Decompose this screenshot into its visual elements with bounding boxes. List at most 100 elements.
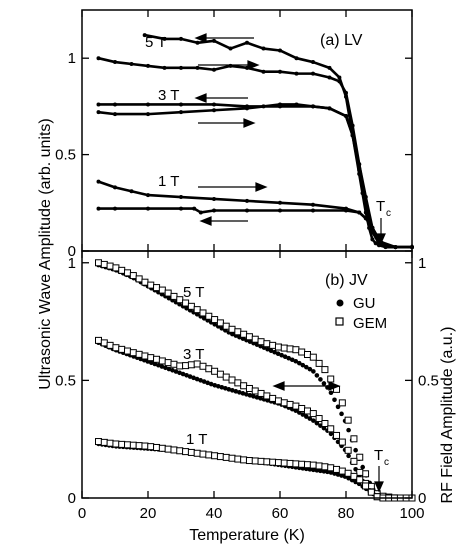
data-point-a-0 (142, 33, 147, 38)
data-point-gem (263, 392, 271, 400)
data-point-a-3 (363, 200, 368, 205)
data-point-gu (304, 414, 309, 419)
data-point-gu (226, 387, 232, 392)
tc-label-b: T (374, 447, 383, 464)
data-point-gem (356, 476, 364, 484)
data-point-gem (170, 360, 178, 368)
data-point-gu (328, 470, 334, 475)
data-point-gem (112, 344, 120, 352)
data-point-gu (279, 352, 284, 358)
data-point-gem (286, 459, 294, 467)
label-a-1t: 1 T (158, 173, 179, 190)
data-point-gu (247, 339, 253, 344)
data-point-gem (182, 362, 190, 370)
data-point-gem (153, 355, 161, 363)
data-point-gu (173, 369, 179, 374)
data-point-gem (327, 425, 335, 433)
data-point-gem (118, 345, 126, 353)
data-point-gem (158, 444, 166, 452)
data-point-gu (300, 362, 306, 368)
data-point-a-2 (179, 102, 183, 107)
data-point-a-3 (261, 104, 266, 109)
arrowhead-a-3t-warming (243, 118, 256, 128)
data-point-gem (228, 376, 236, 384)
data-point-a-4 (129, 189, 134, 194)
data-point-gu (360, 464, 365, 470)
data-point-gem (158, 357, 166, 365)
legend-gem-marker (335, 317, 344, 326)
data-point-a-3 (179, 110, 183, 115)
data-point-gem (211, 452, 219, 460)
y-tick-label-a: 0.5 (55, 147, 76, 164)
data-point-a-2 (212, 102, 216, 107)
data-point-gem (135, 442, 143, 450)
data-point-gu (311, 467, 316, 473)
data-point-gu (247, 393, 253, 398)
data-point-gem (100, 260, 108, 268)
data-point-gu (346, 475, 351, 481)
panel-b-frame (81, 250, 413, 499)
data-point-gem (95, 438, 102, 446)
data-point-gem (100, 438, 108, 446)
data-point-gem (234, 455, 242, 463)
data-point-a-5 (393, 245, 398, 250)
data-point-gem (141, 278, 149, 286)
data-point-a-5 (245, 208, 249, 213)
data-point-gem (344, 416, 352, 424)
data-point-gem (141, 352, 149, 360)
data-point-a-2 (96, 102, 101, 107)
data-point-gem (362, 482, 370, 490)
data-point-a-1 (337, 79, 342, 84)
data-point-gu (293, 358, 299, 364)
data-point-a-5 (198, 210, 203, 215)
data-point-gem (153, 284, 161, 292)
data-point-gem (205, 312, 213, 320)
data-point-a-3 (212, 108, 216, 113)
data-point-gem (129, 272, 137, 280)
data-point-a-3 (294, 102, 299, 107)
data-point-gu (332, 397, 337, 403)
data-point-a-5 (344, 208, 348, 213)
data-point-gem (321, 463, 329, 471)
data-point-gem (193, 449, 201, 457)
data-point-gu (163, 365, 168, 371)
data-point-gem (158, 286, 166, 294)
label-a-3t: 3 T (158, 87, 179, 104)
x-tick-label: 20 (140, 505, 157, 522)
data-point-a-0 (261, 46, 266, 51)
data-point-gu (159, 364, 165, 369)
data-point-gem (333, 431, 341, 439)
data-point-a-0 (327, 65, 332, 70)
data-point-gu (321, 425, 327, 431)
data-point-gu (177, 370, 182, 376)
data-point-gu (346, 453, 351, 459)
data-point-a-0 (162, 36, 167, 41)
data-point-gu (275, 351, 281, 357)
data-point-a-1 (162, 65, 167, 70)
data-point-gu (339, 411, 344, 417)
data-point-gem (274, 343, 282, 351)
data-point-gem (176, 447, 184, 455)
y2-tick-label-b: 1 (418, 255, 426, 272)
y2-tick-label-b: 0.5 (418, 372, 439, 389)
data-point-gem (100, 339, 108, 347)
data-point-gem (135, 275, 143, 283)
data-point-gem (274, 397, 282, 405)
data-point-gu (166, 366, 172, 372)
data-point-gem (292, 460, 300, 468)
data-point-a-0 (311, 60, 315, 65)
data-point-a-5 (383, 243, 388, 248)
data-point-a-3 (377, 241, 381, 246)
data-point-gem (182, 448, 190, 456)
data-point-gu (244, 392, 249, 397)
data-point-a-4 (96, 179, 101, 184)
data-point-a-3 (96, 110, 101, 115)
data-point-gem (95, 259, 102, 267)
data-point-gem (344, 469, 352, 477)
panel-b-label: (b) JV (325, 272, 368, 289)
data-point-gem (211, 367, 219, 375)
data-point-a-0 (179, 36, 183, 41)
data-point-a-0 (370, 237, 375, 242)
data-point-gu (258, 396, 263, 401)
tc-arrowhead-b (374, 481, 384, 493)
